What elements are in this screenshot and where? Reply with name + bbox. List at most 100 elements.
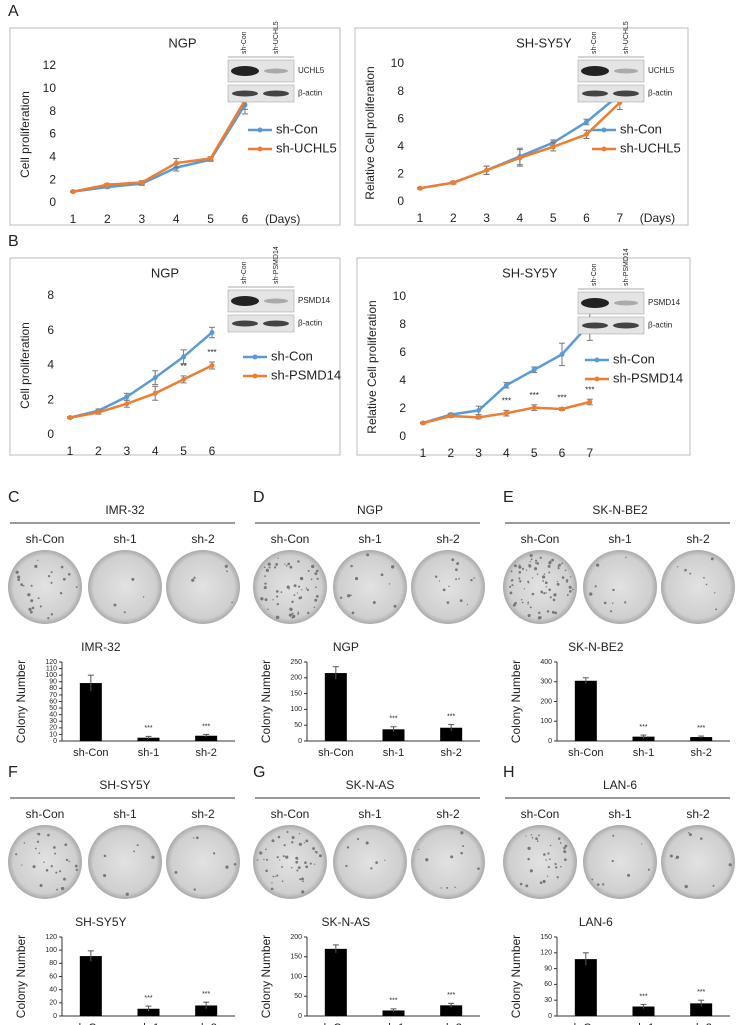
colony	[527, 846, 531, 850]
colony	[705, 583, 708, 586]
x-tick-label: 1	[420, 446, 427, 460]
colony	[31, 606, 35, 610]
x-tick-label: 3	[138, 212, 145, 226]
dish	[253, 550, 327, 624]
colony	[548, 571, 551, 574]
x-tick-label: 2	[450, 211, 457, 225]
legend-label: sh-Con	[613, 351, 655, 366]
legend-label: sh-UCHL5	[276, 140, 337, 155]
colony	[569, 576, 572, 578]
dish-label: sh-1	[113, 532, 137, 546]
dish	[583, 825, 657, 899]
colony	[265, 869, 268, 873]
significance: ***	[389, 716, 397, 723]
blot-band-bg	[227, 59, 295, 83]
colony	[15, 853, 18, 856]
colony	[625, 556, 627, 559]
colony	[529, 554, 533, 558]
colony	[554, 862, 557, 866]
colony	[434, 575, 438, 579]
point	[584, 131, 589, 137]
colony	[289, 565, 293, 569]
legend-marker	[252, 354, 258, 360]
colony	[531, 577, 534, 579]
colony	[22, 585, 25, 587]
colony	[174, 870, 178, 874]
colony	[267, 608, 269, 610]
panel-box	[356, 257, 691, 456]
band-label: UCHL5	[648, 66, 675, 75]
colony	[297, 611, 300, 613]
colony	[50, 865, 53, 868]
x-tick-label: sh-Con	[568, 747, 603, 759]
colony	[296, 869, 299, 872]
colony	[312, 847, 315, 850]
colony	[47, 575, 51, 578]
colony	[15, 570, 19, 574]
colony	[536, 840, 539, 843]
colony	[264, 582, 267, 585]
y-tick-label: 10	[43, 81, 57, 95]
blot-band	[232, 90, 258, 97]
colony	[305, 839, 309, 843]
x-tick-label: 2	[95, 444, 102, 458]
colony	[549, 844, 552, 847]
legend-label: sh-PSMD14	[613, 370, 683, 385]
significance: ***	[447, 992, 455, 999]
colony	[305, 587, 308, 589]
colony	[37, 832, 41, 836]
band-label: PSMD14	[648, 298, 681, 307]
dish	[166, 550, 240, 624]
dish-label: sh-Con	[271, 532, 310, 546]
y-tick-label: 0	[397, 194, 404, 208]
y-tick-label: 80	[49, 960, 57, 967]
colony	[539, 881, 543, 884]
colony	[225, 865, 229, 869]
colony	[536, 562, 540, 565]
colony	[537, 616, 541, 620]
colony	[552, 598, 556, 602]
x-tick-label: 1	[417, 211, 424, 225]
colony	[65, 858, 69, 862]
colony	[527, 603, 529, 605]
blot-band-bg	[227, 84, 295, 103]
colony	[350, 594, 352, 597]
significance: ***	[639, 993, 647, 1000]
blot-band	[231, 296, 259, 306]
colony	[543, 853, 546, 856]
colony	[297, 585, 301, 588]
colony	[313, 863, 316, 865]
colony	[448, 585, 450, 588]
colony	[554, 611, 558, 615]
x-tick-label: sh-2	[690, 747, 711, 759]
y-axis-label: Colony Number	[14, 935, 28, 1018]
dish-label: sh-1	[358, 807, 382, 821]
dish-label: sh-1	[608, 807, 632, 821]
colony	[520, 598, 523, 601]
colony	[530, 558, 533, 561]
colony	[30, 584, 33, 587]
colony	[265, 848, 267, 851]
x-tick-label: 2	[104, 212, 111, 226]
panel-letter: C	[8, 489, 20, 506]
legend-marker	[601, 146, 607, 152]
colony	[196, 836, 199, 840]
colony	[289, 607, 293, 611]
colony	[316, 594, 319, 598]
colony	[547, 852, 550, 855]
colony	[43, 861, 45, 863]
y-tick-label: 50	[294, 993, 302, 1000]
colony	[300, 877, 304, 881]
bar	[690, 1003, 713, 1016]
colony	[627, 873, 631, 877]
colony	[28, 607, 32, 611]
colony	[527, 601, 530, 604]
colony	[53, 846, 56, 849]
x-tick-label: sh-Con	[568, 1022, 603, 1025]
x-tick-label: sh-Con	[73, 1022, 108, 1025]
band-label: β-actin	[298, 89, 322, 98]
colony	[295, 860, 299, 864]
y-tick-label: 6	[397, 111, 404, 125]
colony	[677, 566, 679, 568]
point	[152, 375, 158, 381]
